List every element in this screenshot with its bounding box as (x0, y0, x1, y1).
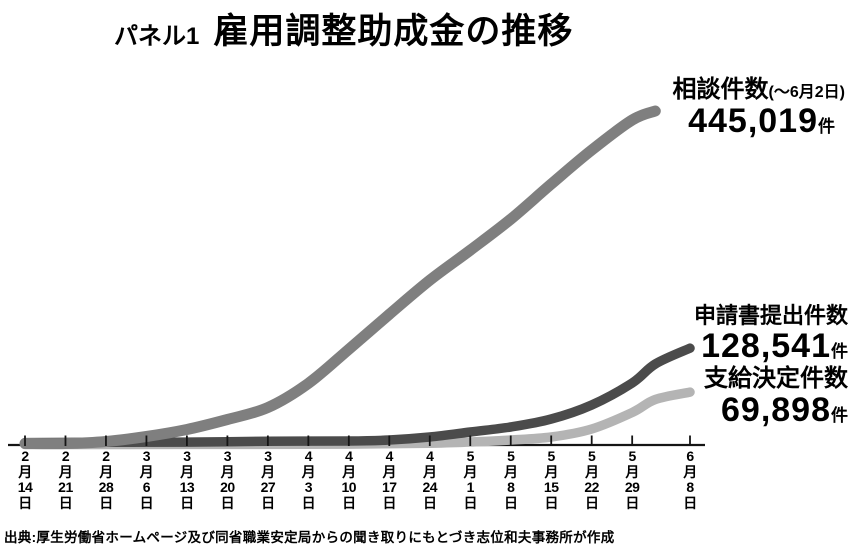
annotation-shinsei-kensu: 申請書提出件数 128,541件 (694, 304, 848, 364)
annotation-sodan-value-line: 445,019件 (673, 103, 845, 140)
annotation-sodan-value: 445,019 (688, 101, 818, 140)
annotation-sodan-kensu: 相談件数(〜6月2日) 445,019件 (673, 77, 845, 140)
annotation-shikyu-kensu: 支給決定件数 69,898件 (704, 366, 848, 429)
annotation-shikyu-value: 69,898 (721, 390, 831, 429)
annotation-sodan-label: 相談件数(〜6月2日) (672, 76, 845, 103)
annotation-shinsei-value: 128,541 (701, 326, 831, 365)
source-credit: 出典:厚生労働省ホームページ及び同省職業安定局からの聞き取りにもとづき志位和夫事… (4, 530, 615, 545)
chart-title-main: 雇用調整助成金の推移 (213, 12, 574, 51)
annotation-shikyu-unit: 件 (831, 405, 848, 425)
chart-title-prefix: パネル1 (114, 23, 200, 50)
annotation-sodan-daterange: (〜6月2日) (768, 84, 845, 101)
annotation-shikyu-label: 支給決定件数 (704, 365, 848, 392)
series-line-1 (19, 105, 661, 450)
annotation-shinsei-label: 申請書提出件数 (693, 303, 848, 328)
annotation-shinsei-value-line: 128,541件 (694, 326, 848, 365)
annotation-shikyu-value-line: 69,898件 (704, 392, 848, 429)
annotation-shinsei-unit: 件 (831, 341, 848, 361)
annotation-sodan-unit: 件 (818, 116, 835, 136)
chart-title: パネル1 雇用調整助成金の推移 (114, 3, 573, 54)
